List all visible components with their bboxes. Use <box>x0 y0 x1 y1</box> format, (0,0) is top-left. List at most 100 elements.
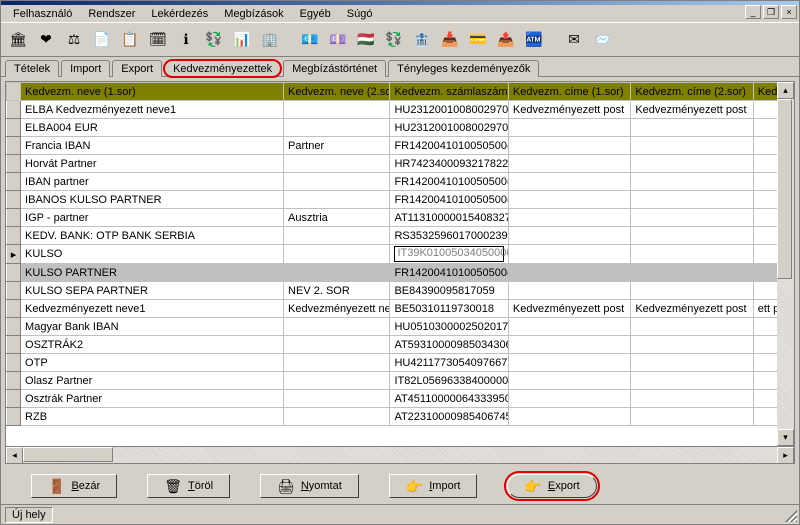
table-cell[interactable]: AT451100000643339500 <box>390 390 508 408</box>
table-cell[interactable]: HU23120010080029701( <box>390 101 508 119</box>
table-cell[interactable] <box>284 191 390 209</box>
column-header[interactable]: Kedvezm. címe (1.sor) <box>508 83 630 101</box>
table-cell[interactable]: Kedvezményezett post <box>508 101 630 119</box>
table-cell[interactable]: FR1420041010050500( <box>390 137 508 155</box>
table-row[interactable]: IBANOS KULSO PARTNER FR1420041010050500( <box>7 191 794 209</box>
table-cell[interactable] <box>508 282 630 300</box>
table-cell[interactable]: IT39K01005034050000( <box>390 245 508 264</box>
menu-egyéb[interactable]: Egyéb <box>292 6 339 22</box>
bezár-button[interactable]: 🚪Bezár <box>31 474 117 498</box>
table-cell[interactable]: Osztrák Partner <box>21 390 284 408</box>
table-cell[interactable] <box>508 390 630 408</box>
row-header[interactable] <box>7 318 21 336</box>
table-cell[interactable] <box>284 245 390 264</box>
table-row[interactable]: ELBA Kedvezményezett neve1 HU231200100800… <box>7 101 794 119</box>
table-cell[interactable]: OTP <box>21 354 284 372</box>
table-cell[interactable] <box>284 264 390 282</box>
row-header[interactable] <box>7 137 21 155</box>
resize-grip-icon[interactable] <box>785 510 797 522</box>
menu-rendszer[interactable]: Rendszer <box>80 6 143 22</box>
toolbar-button-11[interactable]: 💶 <box>297 27 323 53</box>
table-cell[interactable]: AT113100000154083274 <box>390 209 508 227</box>
table-cell[interactable] <box>631 227 753 245</box>
table-cell[interactable]: ELBA Kedvezményezett neve1 <box>21 101 284 119</box>
row-header[interactable] <box>7 282 21 300</box>
toolbar-button-7[interactable]: 💱 <box>201 27 227 53</box>
tab-kedvezményezettek[interactable]: Kedvezményezettek <box>164 60 281 77</box>
table-cell[interactable] <box>631 209 753 227</box>
toolbar-button-21[interactable]: ✉ <box>561 27 587 53</box>
row-header[interactable] <box>7 264 21 282</box>
table-cell[interactable]: IBANOS KULSO PARTNER <box>21 191 284 209</box>
table-cell[interactable] <box>508 155 630 173</box>
table-row[interactable]: OTP HU42117730540976672( <box>7 354 794 372</box>
table-cell[interactable]: FR1420041010050500( <box>390 191 508 209</box>
table-cell[interactable]: IT82L05696338400000( <box>390 372 508 390</box>
table-cell[interactable] <box>508 318 630 336</box>
row-header[interactable] <box>7 173 21 191</box>
table-row[interactable]: KEDV. BANK: OTP BANK SERBIARS35325960170… <box>7 227 794 245</box>
table-cell[interactable]: Partner <box>284 137 390 155</box>
table-cell[interactable]: IBAN partner <box>21 173 284 191</box>
table-cell[interactable]: Horvát Partner <box>21 155 284 173</box>
tab-megbízástörténet[interactable]: Megbízástörténet <box>283 60 386 77</box>
table-cell[interactable] <box>631 354 753 372</box>
table-cell[interactable] <box>284 408 390 426</box>
tab-tényleges kezdeményezők[interactable]: Tényleges kezdeményezők <box>388 60 539 77</box>
table-cell[interactable] <box>284 390 390 408</box>
menu-súgó[interactable]: Súgó <box>339 6 381 22</box>
table-cell[interactable]: FR1420041010050500( <box>390 173 508 191</box>
vscroll-thumb[interactable] <box>777 99 792 279</box>
table-cell[interactable]: Kedvezményezett neve1 <box>21 300 284 318</box>
row-header[interactable] <box>7 390 21 408</box>
toolbar-button-4[interactable]: 📋 <box>117 27 143 53</box>
row-header[interactable] <box>7 227 21 245</box>
column-header[interactable]: Kedvezm. számlaszáma <box>390 83 508 101</box>
row-header[interactable] <box>7 209 21 227</box>
table-row[interactable]: OSZTRÁK2AT593100009850343060 <box>7 336 794 354</box>
table-row[interactable]: Horvát Partner HR7423400093217822( <box>7 155 794 173</box>
table-cell[interactable] <box>631 318 753 336</box>
table-cell[interactable] <box>631 119 753 137</box>
toolbar-button-19[interactable]: 🏧 <box>521 27 547 53</box>
table-cell[interactable] <box>631 372 753 390</box>
table-cell[interactable]: Francia IBAN <box>21 137 284 155</box>
table-cell[interactable] <box>508 227 630 245</box>
table-cell[interactable]: HR7423400093217822( <box>390 155 508 173</box>
toolbar-button-2[interactable]: ⚖ <box>61 27 87 53</box>
table-row[interactable]: KULSO SEPA PARTNERNEV 2. SORBE8439009581… <box>7 282 794 300</box>
toolbar-button-17[interactable]: 💳 <box>465 27 491 53</box>
table-row[interactable]: Osztrák Partner AT451100000643339500 <box>7 390 794 408</box>
row-header[interactable] <box>7 354 21 372</box>
table-cell[interactable]: HU42117730540976672( <box>390 354 508 372</box>
row-header[interactable] <box>7 191 21 209</box>
toolbar-button-12[interactable]: 💷 <box>325 27 351 53</box>
table-row[interactable]: RZBAT223100009854067459 <box>7 408 794 426</box>
table-row[interactable]: KULSO PARTNERFR1420041010050500( <box>7 264 794 282</box>
table-cell[interactable]: HU05103000025020172( <box>390 318 508 336</box>
scroll-left-button[interactable]: ◂ <box>6 447 23 464</box>
horizontal-scrollbar[interactable]: ◂ ▸ <box>6 446 794 463</box>
table-cell[interactable] <box>631 245 753 264</box>
tab-export[interactable]: Export <box>112 60 162 77</box>
toolbar-button-5[interactable]: 🗓 <box>145 27 171 53</box>
table-cell[interactable]: KULSO PARTNER <box>21 264 284 282</box>
toolbar-button-22[interactable]: 📨 <box>589 27 615 53</box>
toolbar-button-15[interactable]: 🏦 <box>409 27 435 53</box>
table-cell[interactable] <box>284 372 390 390</box>
table-cell[interactable]: Kedvezményezett post <box>631 101 753 119</box>
toolbar-button-0[interactable]: 🏛 <box>5 27 31 53</box>
table-cell[interactable] <box>284 101 390 119</box>
import-button[interactable]: 👉Import <box>389 474 478 498</box>
table-row[interactable]: ▸KULSOIT39K01005034050000( <box>7 245 794 264</box>
toolbar-button-13[interactable]: 🇭🇺 <box>353 27 379 53</box>
menu-megbízások[interactable]: Megbízások <box>216 6 291 22</box>
table-cell[interactable] <box>631 173 753 191</box>
toolbar-button-6[interactable]: ℹ <box>173 27 199 53</box>
table-cell[interactable] <box>508 137 630 155</box>
table-cell[interactable]: Kedvezményezett neve <box>284 300 390 318</box>
table-cell[interactable] <box>508 336 630 354</box>
hscroll-thumb[interactable] <box>23 447 113 462</box>
row-header[interactable] <box>7 300 21 318</box>
table-row[interactable]: ELBA004 EURHU23120010080029701( <box>7 119 794 137</box>
